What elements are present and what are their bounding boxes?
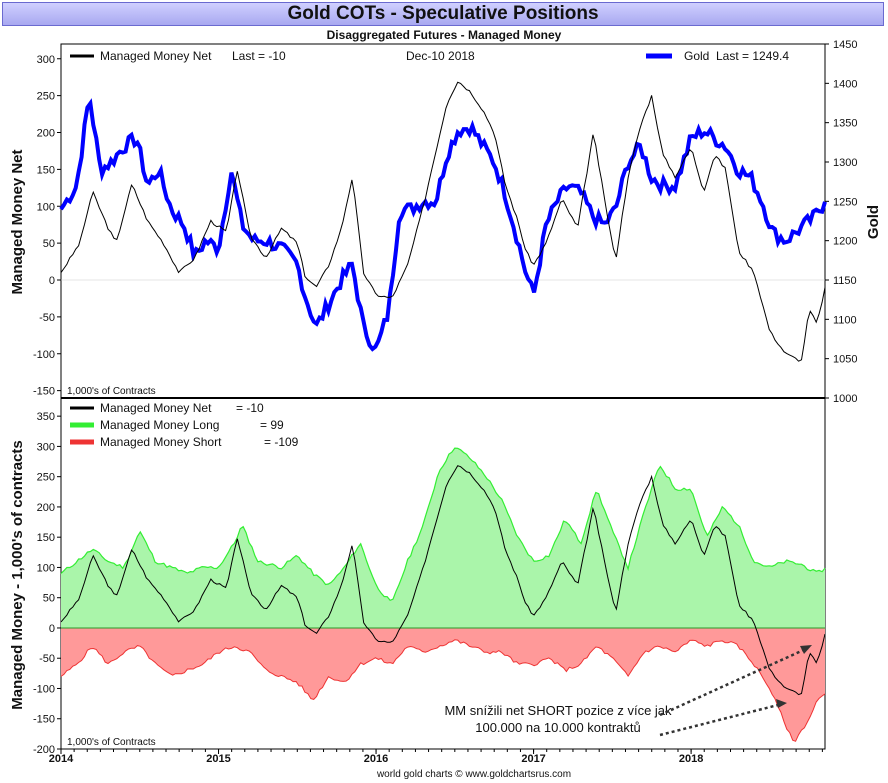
legend-net-label-top: Managed Money Net: [100, 49, 212, 63]
long-area: [61, 448, 825, 628]
top-y2-tick-label: 1350: [833, 118, 857, 130]
gold-price-line: [59, 98, 827, 352]
unit-note-top: 1,000's of Contracts: [67, 386, 156, 397]
x-tick-label: 2017: [521, 753, 545, 765]
legend-short-last: = -109: [264, 435, 299, 449]
annotation-line-1: MM snížili net SHORT pozice z více jak: [444, 703, 672, 718]
top-y2-tick-label: 1000: [833, 393, 857, 405]
top-y-tick-label: 300: [37, 54, 55, 66]
top-series: [59, 81, 827, 362]
annotation-line-2: 100.000 na 10.000 kontraktů: [475, 720, 641, 735]
top-y2-tick-label: 1250: [833, 196, 857, 208]
legend-gold-last: Last = 1249.4: [716, 49, 789, 63]
legend-net-label: Managed Money Net: [100, 401, 212, 415]
legend-gold-label: Gold: [684, 49, 709, 63]
bottom-y-tick-label: 100: [37, 562, 55, 574]
bottom-y-tick-label: -50: [39, 653, 55, 665]
top-grid: [57, 43, 829, 754]
bottom-y-tick-label: 300: [37, 441, 55, 453]
top-y2-tick-label: 1200: [833, 236, 857, 248]
x-tick-label: 2014: [49, 753, 74, 765]
top-y-tick-label: 50: [43, 238, 55, 250]
top-y2-tick-label: 1400: [833, 78, 857, 90]
top-y2-axis-title: Gold: [865, 205, 882, 239]
chart-subtitle: Disaggregated Futures - Managed Money: [326, 28, 562, 42]
top-y-tick-label: 250: [37, 91, 55, 103]
annotation-arrow-2: [659, 702, 783, 737]
top-y2-tick-label: 1300: [833, 157, 857, 169]
managed-money-net-line-top: [60, 81, 826, 362]
top-y-tick-label: 200: [37, 128, 55, 140]
top-y2-tick-label: 1050: [833, 354, 857, 366]
legend-short-label: Managed Money Short: [100, 435, 222, 449]
bottom-y-axis-title: Managed Money - 1,000's of contracts: [9, 440, 26, 709]
x-tick-label: 2015: [206, 753, 230, 765]
bottom-y-tick-label: 50: [43, 593, 55, 605]
date-label: Dec-10 2018: [406, 49, 475, 63]
top-y-tick-label: -50: [39, 312, 55, 324]
bottom-y-tick-label: -100: [33, 683, 55, 695]
bottom-y-tick-label: -150: [33, 714, 55, 726]
top-y2-tick-label: 1150: [833, 275, 857, 287]
unit-note-bottom: 1,000's of Contracts: [67, 737, 156, 748]
top-y-tick-label: 100: [37, 201, 55, 213]
x-tick-label: 2018: [679, 753, 703, 765]
x-tick-label: 2016: [364, 753, 388, 765]
top-y2-tick-label: 1450: [833, 39, 857, 51]
top-y-tick-label: -150: [33, 386, 55, 398]
top-y-axis-title: Managed Money Net: [9, 149, 26, 294]
top-y-tick-label: 150: [37, 164, 55, 176]
legend-net-last: = -10: [236, 401, 264, 415]
legend-net-last-top: Last = -10: [232, 49, 286, 63]
bottom-y-tick-label: 250: [37, 472, 55, 484]
annotation-arrowhead-2: [776, 699, 787, 708]
legend-long-last: = 99: [260, 418, 284, 432]
chart-title: Gold COTs - Speculative Positions: [2, 2, 884, 26]
top-y-tick-label: 0: [49, 275, 55, 287]
footer-credit: world gold charts © www.goldchartsrus.co…: [376, 769, 571, 780]
annotation-arrowhead-1: [800, 645, 812, 654]
long-line: [60, 447, 826, 602]
bottom-y-tick-label: -200: [33, 744, 55, 756]
axis-labels: -150-100-5005010015020025030010001050110…: [33, 39, 858, 765]
bottom-series: [60, 447, 826, 742]
top-y-tick-label: -100: [33, 349, 55, 361]
legend-long-label: Managed Money Long: [100, 418, 219, 432]
managed-money-net-line-bottom: [60, 465, 826, 696]
bottom-y-tick-label: 200: [37, 502, 55, 514]
short-line: [60, 639, 826, 742]
top-y2-tick-label: 1100: [833, 314, 857, 326]
bottom-y-tick-label: 150: [37, 532, 55, 544]
bottom-y-tick-label: 350: [37, 411, 55, 423]
bottom-y-tick-label: 0: [49, 623, 55, 635]
short-area: [61, 627, 825, 742]
